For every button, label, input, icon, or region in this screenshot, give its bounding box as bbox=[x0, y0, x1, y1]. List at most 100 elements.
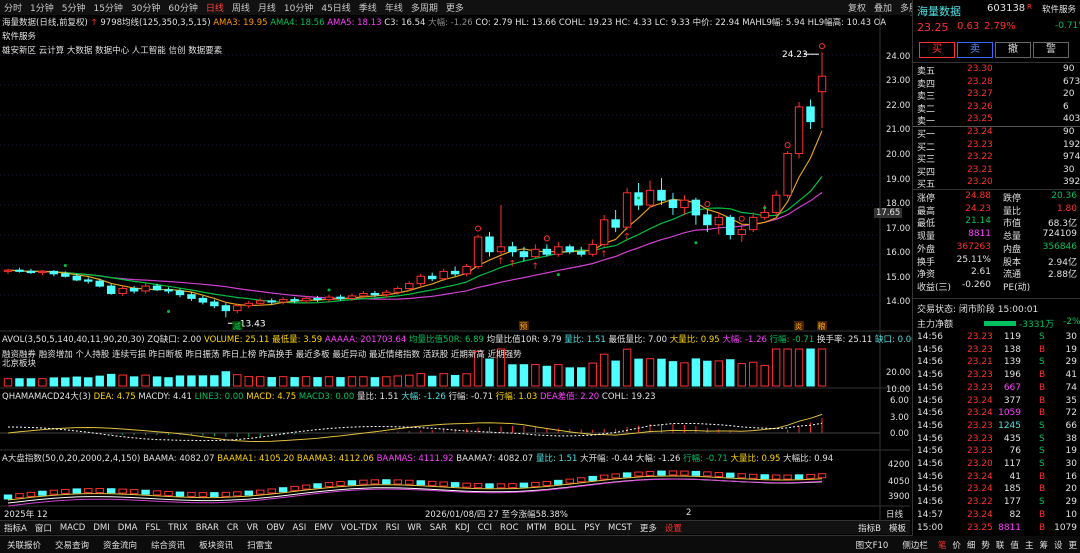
indicator-tab[interactable]: ROC bbox=[500, 522, 519, 533]
candle-body[interactable] bbox=[668, 199, 678, 209]
candle-body[interactable] bbox=[714, 216, 724, 226]
panel-mode-tab[interactable]: 势 bbox=[981, 540, 990, 551]
candle-body[interactable] bbox=[3, 269, 13, 272]
candle-body[interactable] bbox=[554, 246, 563, 255]
indicator-tab[interactable]: MACD bbox=[59, 522, 86, 533]
period-tab[interactable]: 多周期 bbox=[410, 4, 438, 14]
candle-body[interactable] bbox=[152, 285, 162, 291]
sell-button[interactable]: 卖 bbox=[957, 42, 993, 58]
candle-body[interactable] bbox=[427, 275, 437, 280]
candle-body[interactable] bbox=[485, 236, 494, 253]
status-link[interactable]: 资金流向 bbox=[103, 540, 138, 551]
period-tab[interactable]: 周线 bbox=[231, 4, 250, 14]
order-book-row[interactable]: 买五 23.20 392 bbox=[917, 177, 1080, 190]
candle-body[interactable] bbox=[405, 283, 414, 290]
panel-mode-tab[interactable]: 笔 bbox=[937, 540, 947, 551]
indicator-tab[interactable]: MCST bbox=[607, 522, 632, 533]
indicator-tab[interactable]: MTM bbox=[526, 522, 547, 533]
candle-body[interactable] bbox=[473, 236, 483, 267]
event-marker[interactable] bbox=[794, 321, 805, 330]
order-book-row[interactable]: 卖四 23.28 673 bbox=[917, 77, 1080, 90]
indicator-tab[interactable]: PSY bbox=[584, 522, 600, 533]
candle-body[interactable] bbox=[531, 248, 540, 258]
candle-body[interactable] bbox=[95, 280, 104, 287]
order-book-row[interactable]: 买二 23.23 192 bbox=[917, 140, 1080, 153]
candle-body[interactable] bbox=[106, 285, 116, 294]
indicator-tab[interactable]: KDJ bbox=[454, 522, 470, 533]
period-tab[interactable]: 30分钟 bbox=[130, 4, 161, 14]
status-link[interactable]: 扫雷宝 bbox=[247, 540, 273, 551]
indicator-tab[interactable]: 设置 bbox=[664, 523, 682, 534]
indicator-tab[interactable]: DMA bbox=[117, 522, 138, 533]
candle-body[interactable] bbox=[164, 289, 173, 292]
indicator-tab[interactable]: WR bbox=[407, 522, 422, 533]
tool-button[interactable]: 复权 bbox=[848, 4, 867, 14]
panel-mode-tab[interactable]: 联 bbox=[995, 540, 1005, 551]
candle-body[interactable] bbox=[794, 106, 804, 155]
order-book-row[interactable]: 卖三 23.27 20 bbox=[917, 89, 1079, 102]
panel-mode-tab[interactable]: 设 bbox=[1053, 540, 1063, 551]
candle-body[interactable] bbox=[450, 270, 460, 275]
order-book-row[interactable]: 卖二 23.26 6 bbox=[917, 102, 1079, 115]
indicator-tab[interactable]: RSI bbox=[385, 522, 400, 533]
candle-body[interactable] bbox=[301, 297, 311, 302]
candle-body[interactable] bbox=[129, 288, 139, 292]
period-tab[interactable]: 更多 bbox=[445, 4, 464, 14]
indicator-tab[interactable]: FSL bbox=[145, 522, 161, 533]
candle-body[interactable] bbox=[313, 297, 322, 301]
indicator-tab[interactable]: OBV bbox=[266, 522, 285, 533]
order-book-row[interactable]: 买三 23.22 974 bbox=[917, 152, 1080, 165]
candle-body[interactable] bbox=[680, 199, 689, 209]
candle-body[interactable] bbox=[49, 270, 59, 275]
indicator-tab[interactable]: TRIX bbox=[168, 522, 188, 533]
candle-body[interactable] bbox=[806, 106, 815, 123]
period-tab[interactable]: 5分钟 bbox=[61, 4, 86, 14]
indicator-tab[interactable]: BRAR bbox=[195, 522, 219, 533]
candle-body[interactable] bbox=[84, 279, 93, 282]
indicator-tab[interactable]: 指标A bbox=[4, 523, 27, 534]
candlestick-chart[interactable]: 24.2313.43↑ ↑ ↑↑↑减预炎粮 bbox=[0, 15, 910, 520]
status-link[interactable]: 综合资讯 bbox=[151, 540, 186, 551]
industry-name[interactable]: 软件服务 bbox=[1042, 5, 1077, 15]
candle-body[interactable] bbox=[221, 305, 231, 312]
event-marker[interactable] bbox=[232, 321, 243, 330]
indicator-tab[interactable]: ASI bbox=[292, 522, 307, 533]
tool-button[interactable]: 多股 bbox=[900, 4, 919, 14]
candle-body[interactable] bbox=[496, 246, 506, 253]
candle-body[interactable] bbox=[771, 194, 781, 213]
candle-body[interactable] bbox=[519, 251, 529, 258]
candle-body[interactable] bbox=[565, 246, 575, 253]
candle-body[interactable] bbox=[611, 219, 620, 228]
candle-body[interactable] bbox=[726, 216, 735, 236]
candle-body[interactable] bbox=[416, 275, 425, 285]
status-link[interactable]: 关联报价 bbox=[7, 540, 42, 551]
candle-body[interactable] bbox=[210, 301, 219, 307]
candle-body[interactable] bbox=[393, 288, 403, 293]
buy-button[interactable]: 买 bbox=[919, 42, 955, 58]
candle-body[interactable] bbox=[267, 300, 276, 303]
period-tab[interactable]: 分时 bbox=[4, 4, 23, 14]
candle-body[interactable] bbox=[26, 270, 36, 274]
panel-mode-tab[interactable]: 主 bbox=[1024, 540, 1034, 551]
indicator-tab[interactable]: 窗口 bbox=[34, 523, 52, 534]
order-book-row[interactable]: 买一 23.24 90 bbox=[917, 127, 1079, 140]
period-tab[interactable]: 1分钟 bbox=[30, 4, 54, 14]
alert-button[interactable]: 警 bbox=[1033, 42, 1069, 58]
candle-body[interactable] bbox=[599, 219, 609, 245]
indicator-tab[interactable]: CCI bbox=[477, 522, 492, 533]
order-book-row[interactable]: 卖一 23.25 403 bbox=[917, 114, 1080, 127]
candle-body[interactable] bbox=[198, 297, 208, 303]
candle-body[interactable] bbox=[15, 269, 24, 272]
period-tab[interactable]: 60分钟 bbox=[168, 4, 198, 14]
period-tab[interactable]: 月线 bbox=[257, 4, 276, 14]
status-link[interactable]: 交易查询 bbox=[55, 540, 90, 551]
indicator-tab[interactable]: DMI bbox=[93, 522, 110, 533]
status-link[interactable]: 图文F10 bbox=[855, 540, 889, 551]
indicator-tab[interactable]: 指标B bbox=[858, 523, 881, 534]
indicator-tab[interactable]: CR bbox=[226, 522, 239, 533]
candle-body[interactable] bbox=[278, 299, 288, 303]
indicator-tab[interactable]: BOLL bbox=[554, 522, 577, 533]
indicator-tab[interactable]: VOL-TDX bbox=[340, 522, 378, 533]
candle-body[interactable] bbox=[783, 153, 792, 196]
event-marker[interactable] bbox=[817, 321, 827, 330]
